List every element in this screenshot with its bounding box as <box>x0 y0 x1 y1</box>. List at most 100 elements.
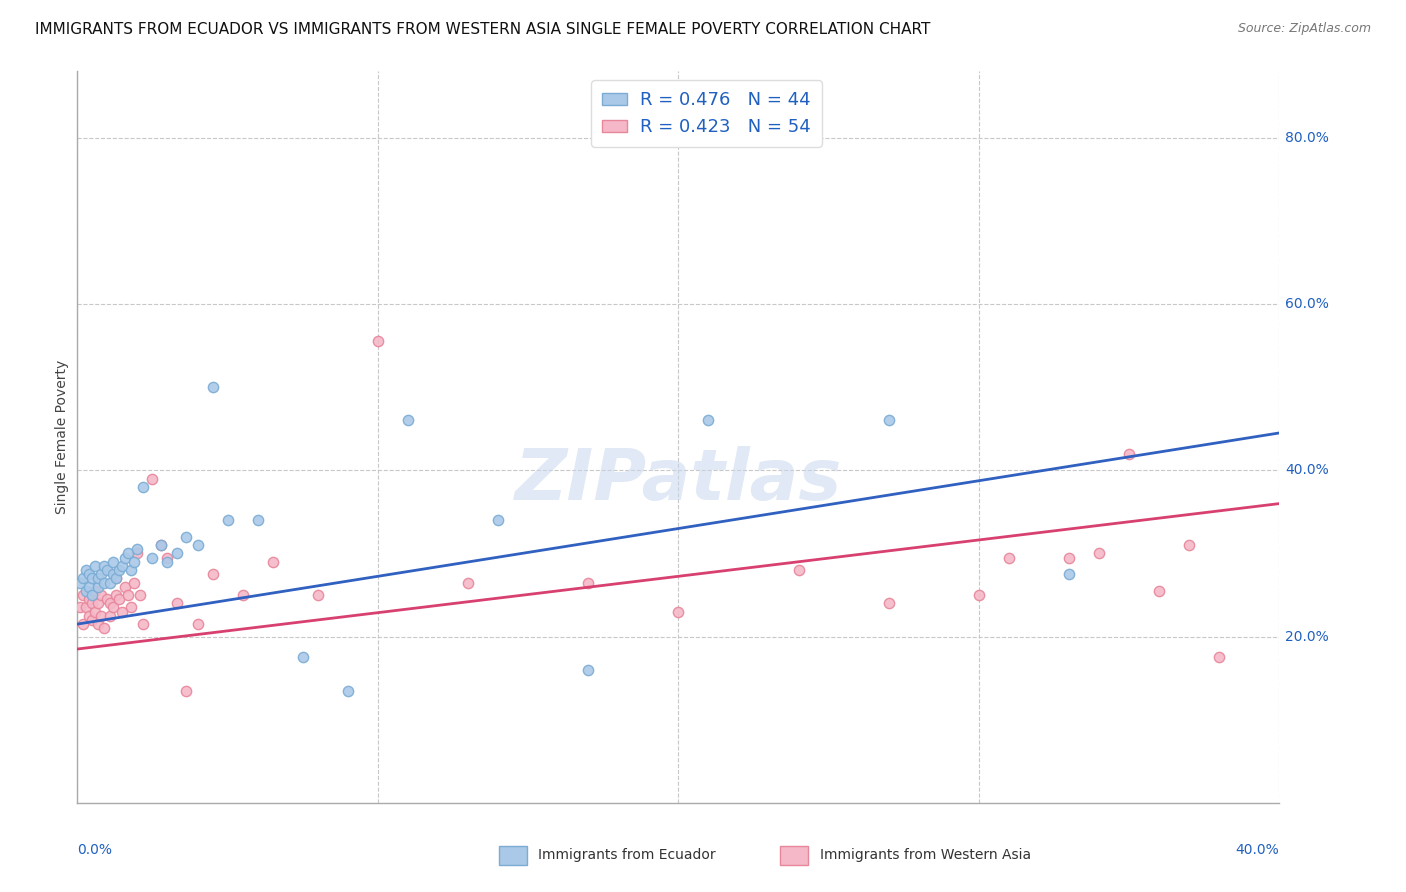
Text: 60.0%: 60.0% <box>1285 297 1329 311</box>
Point <box>156 550 179 565</box>
Point <box>100 608 122 623</box>
Point <box>1118 447 1140 461</box>
Point <box>69 575 91 590</box>
Point <box>201 567 224 582</box>
Point <box>668 605 690 619</box>
Point <box>105 571 128 585</box>
Point <box>75 600 97 615</box>
Point <box>79 608 101 623</box>
Point <box>82 571 104 585</box>
Bar <box>499 846 527 865</box>
Point <box>90 588 112 602</box>
Point <box>262 555 284 569</box>
Point <box>132 617 155 632</box>
Point <box>877 413 900 427</box>
Point <box>105 571 128 585</box>
Point <box>124 575 146 590</box>
Text: IMMIGRANTS FROM ECUADOR VS IMMIGRANTS FROM WESTERN ASIA SINGLE FEMALE POVERTY CO: IMMIGRANTS FROM ECUADOR VS IMMIGRANTS FR… <box>35 22 931 37</box>
Point <box>84 558 107 573</box>
Point <box>96 592 118 607</box>
Point <box>79 580 101 594</box>
Point <box>79 567 101 582</box>
Point <box>103 567 125 582</box>
Point <box>114 550 136 565</box>
Text: ZIPatlas: ZIPatlas <box>515 447 842 516</box>
Point <box>120 600 142 615</box>
Point <box>93 575 115 590</box>
Text: 40.0%: 40.0% <box>1236 843 1279 857</box>
Point <box>82 613 104 627</box>
Text: Source: ZipAtlas.com: Source: ZipAtlas.com <box>1237 22 1371 36</box>
Point <box>787 563 810 577</box>
Point <box>367 334 389 349</box>
Point <box>87 580 110 594</box>
Point <box>1057 550 1080 565</box>
Point <box>1057 567 1080 582</box>
Text: 0.0%: 0.0% <box>77 843 112 857</box>
Point <box>166 546 188 560</box>
Point <box>75 563 97 577</box>
Point <box>132 480 155 494</box>
Point <box>84 583 107 598</box>
Point <box>150 538 173 552</box>
Point <box>120 563 142 577</box>
Text: 20.0%: 20.0% <box>1285 630 1329 643</box>
Point <box>166 596 188 610</box>
Legend: R = 0.476   N = 44, R = 0.423   N = 54: R = 0.476 N = 44, R = 0.423 N = 54 <box>592 80 821 147</box>
Point <box>967 588 990 602</box>
Point <box>127 546 149 560</box>
Bar <box>780 846 808 865</box>
Point <box>103 600 125 615</box>
Point <box>87 596 110 610</box>
Point <box>84 605 107 619</box>
Point <box>1208 650 1230 665</box>
Point <box>1149 583 1171 598</box>
Point <box>90 608 112 623</box>
Point <box>87 617 110 632</box>
Point <box>877 596 900 610</box>
Point <box>72 617 94 632</box>
Point <box>697 413 720 427</box>
Point <box>103 555 125 569</box>
Point <box>141 472 163 486</box>
Point <box>156 555 179 569</box>
Point <box>576 663 599 677</box>
Point <box>141 550 163 565</box>
Point <box>174 530 197 544</box>
Point <box>486 513 509 527</box>
Point <box>93 558 115 573</box>
Point <box>186 538 209 552</box>
Point <box>82 588 104 602</box>
Point <box>82 596 104 610</box>
Point <box>105 588 128 602</box>
Point <box>96 563 118 577</box>
Point <box>291 650 314 665</box>
Point <box>111 558 134 573</box>
Text: 80.0%: 80.0% <box>1285 131 1329 145</box>
Point <box>100 575 122 590</box>
Point <box>117 546 139 560</box>
Point <box>576 575 599 590</box>
Point <box>87 571 110 585</box>
Point <box>186 617 209 632</box>
Point <box>217 513 239 527</box>
Point <box>174 683 197 698</box>
Point <box>75 583 97 598</box>
Text: 40.0%: 40.0% <box>1285 463 1329 477</box>
Point <box>124 555 146 569</box>
Y-axis label: Single Female Poverty: Single Female Poverty <box>55 360 69 514</box>
Point <box>232 588 254 602</box>
Point <box>117 588 139 602</box>
Point <box>100 596 122 610</box>
Point <box>72 588 94 602</box>
Point <box>111 605 134 619</box>
Text: Immigrants from Ecuador: Immigrants from Ecuador <box>538 848 716 863</box>
Point <box>108 563 131 577</box>
Text: Immigrants from Western Asia: Immigrants from Western Asia <box>820 848 1031 863</box>
Point <box>114 580 136 594</box>
Point <box>150 538 173 552</box>
Point <box>246 513 269 527</box>
Point <box>108 592 131 607</box>
Point <box>72 571 94 585</box>
Point <box>129 588 152 602</box>
